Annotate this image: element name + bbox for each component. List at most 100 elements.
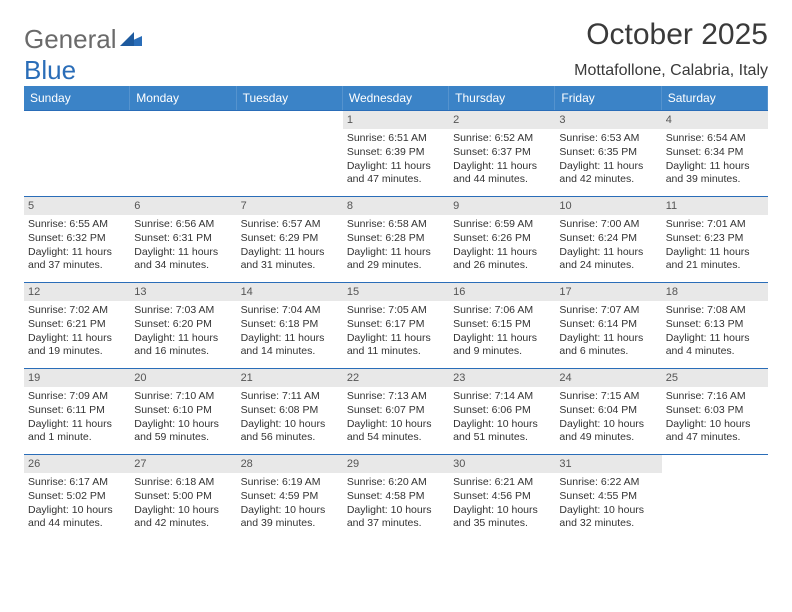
sunrise-text: Sunrise: 6:56 AM xyxy=(134,218,232,232)
cell-body: Sunrise: 6:59 AMSunset: 6:26 PMDaylight:… xyxy=(449,215,555,277)
sunset-text: Sunset: 6:13 PM xyxy=(666,318,764,332)
day-header-saturday: Saturday xyxy=(662,86,768,110)
daylight-text: Daylight: 11 hours and 37 minutes. xyxy=(28,246,126,273)
calendar-cell-18: 18Sunrise: 7:08 AMSunset: 6:13 PMDayligh… xyxy=(662,282,768,368)
daylight-text: Daylight: 11 hours and 47 minutes. xyxy=(347,160,445,187)
cell-body: Sunrise: 7:13 AMSunset: 6:07 PMDaylight:… xyxy=(343,387,449,449)
calendar-cell-empty xyxy=(662,454,768,540)
sunrise-text: Sunrise: 6:58 AM xyxy=(347,218,445,232)
day-number: 25 xyxy=(662,369,768,387)
cell-body: Sunrise: 7:15 AMSunset: 6:04 PMDaylight:… xyxy=(555,387,661,449)
cell-body xyxy=(24,129,130,136)
cell-body: Sunrise: 7:02 AMSunset: 6:21 PMDaylight:… xyxy=(24,301,130,363)
day-header-wednesday: Wednesday xyxy=(343,86,449,110)
calendar-cell-15: 15Sunrise: 7:05 AMSunset: 6:17 PMDayligh… xyxy=(343,282,449,368)
sunrise-text: Sunrise: 7:09 AM xyxy=(28,390,126,404)
sunrise-text: Sunrise: 7:08 AM xyxy=(666,304,764,318)
cell-body xyxy=(662,473,768,480)
sunset-text: Sunset: 6:04 PM xyxy=(559,404,657,418)
day-number: 4 xyxy=(662,111,768,129)
daylight-text: Daylight: 10 hours and 59 minutes. xyxy=(134,418,232,445)
day-number: 7 xyxy=(237,197,343,215)
sunset-text: Sunset: 6:28 PM xyxy=(347,232,445,246)
sunset-text: Sunset: 6:08 PM xyxy=(241,404,339,418)
day-header-thursday: Thursday xyxy=(449,86,555,110)
sunrise-text: Sunrise: 6:53 AM xyxy=(559,132,657,146)
calendar-cell-11: 11Sunrise: 7:01 AMSunset: 6:23 PMDayligh… xyxy=(662,196,768,282)
sunset-text: Sunset: 6:39 PM xyxy=(347,146,445,160)
sunrise-text: Sunrise: 7:15 AM xyxy=(559,390,657,404)
daylight-text: Daylight: 11 hours and 44 minutes. xyxy=(453,160,551,187)
sunrise-text: Sunrise: 7:03 AM xyxy=(134,304,232,318)
calendar-cell-empty xyxy=(130,110,236,196)
daylight-text: Daylight: 11 hours and 14 minutes. xyxy=(241,332,339,359)
sunrise-text: Sunrise: 7:16 AM xyxy=(666,390,764,404)
daylight-text: Daylight: 11 hours and 1 minute. xyxy=(28,418,126,445)
sunset-text: Sunset: 4:59 PM xyxy=(241,490,339,504)
sunrise-text: Sunrise: 7:11 AM xyxy=(241,390,339,404)
day-number: 9 xyxy=(449,197,555,215)
logo-text-a: General xyxy=(24,24,117,55)
daylight-text: Daylight: 10 hours and 32 minutes. xyxy=(559,504,657,531)
sunset-text: Sunset: 4:55 PM xyxy=(559,490,657,504)
sunset-text: Sunset: 5:00 PM xyxy=(134,490,232,504)
sunrise-text: Sunrise: 7:13 AM xyxy=(347,390,445,404)
calendar-cell-8: 8Sunrise: 6:58 AMSunset: 6:28 PMDaylight… xyxy=(343,196,449,282)
calendar-cell-24: 24Sunrise: 7:15 AMSunset: 6:04 PMDayligh… xyxy=(555,368,661,454)
day-number: 17 xyxy=(555,283,661,301)
daylight-text: Daylight: 11 hours and 11 minutes. xyxy=(347,332,445,359)
calendar-cell-10: 10Sunrise: 7:00 AMSunset: 6:24 PMDayligh… xyxy=(555,196,661,282)
cell-body xyxy=(130,129,236,136)
day-number: 5 xyxy=(24,197,130,215)
sunset-text: Sunset: 6:17 PM xyxy=(347,318,445,332)
logo-text-b: Blue xyxy=(24,55,76,86)
daylight-text: Daylight: 11 hours and 26 minutes. xyxy=(453,246,551,273)
daylight-text: Daylight: 10 hours and 35 minutes. xyxy=(453,504,551,531)
cell-body: Sunrise: 6:19 AMSunset: 4:59 PMDaylight:… xyxy=(237,473,343,535)
day-number: 29 xyxy=(343,455,449,473)
day-number: 31 xyxy=(555,455,661,473)
logo-icon xyxy=(120,24,142,55)
sunset-text: Sunset: 6:14 PM xyxy=(559,318,657,332)
cell-body: Sunrise: 6:17 AMSunset: 5:02 PMDaylight:… xyxy=(24,473,130,535)
cell-body: Sunrise: 7:00 AMSunset: 6:24 PMDaylight:… xyxy=(555,215,661,277)
daylight-text: Daylight: 10 hours and 56 minutes. xyxy=(241,418,339,445)
sunset-text: Sunset: 6:31 PM xyxy=(134,232,232,246)
day-number: 27 xyxy=(130,455,236,473)
calendar-cell-2: 2Sunrise: 6:52 AMSunset: 6:37 PMDaylight… xyxy=(449,110,555,196)
day-number: 11 xyxy=(662,197,768,215)
day-number: 1 xyxy=(343,111,449,129)
sunset-text: Sunset: 6:07 PM xyxy=(347,404,445,418)
calendar-grid: SundayMondayTuesdayWednesdayThursdayFrid… xyxy=(24,86,768,540)
calendar-cell-5: 5Sunrise: 6:55 AMSunset: 6:32 PMDaylight… xyxy=(24,196,130,282)
sunrise-text: Sunrise: 6:54 AM xyxy=(666,132,764,146)
calendar-cell-empty xyxy=(24,110,130,196)
sunset-text: Sunset: 6:11 PM xyxy=(28,404,126,418)
day-number: 28 xyxy=(237,455,343,473)
calendar-cell-30: 30Sunrise: 6:21 AMSunset: 4:56 PMDayligh… xyxy=(449,454,555,540)
sunset-text: Sunset: 6:18 PM xyxy=(241,318,339,332)
day-number: 24 xyxy=(555,369,661,387)
cell-body: Sunrise: 6:53 AMSunset: 6:35 PMDaylight:… xyxy=(555,129,661,191)
day-number: 26 xyxy=(24,455,130,473)
day-number: 2 xyxy=(449,111,555,129)
daylight-text: Daylight: 10 hours and 44 minutes. xyxy=(28,504,126,531)
day-number: 12 xyxy=(24,283,130,301)
calendar-cell-12: 12Sunrise: 7:02 AMSunset: 6:21 PMDayligh… xyxy=(24,282,130,368)
daylight-text: Daylight: 11 hours and 42 minutes. xyxy=(559,160,657,187)
sunrise-text: Sunrise: 7:01 AM xyxy=(666,218,764,232)
calendar-cell-16: 16Sunrise: 7:06 AMSunset: 6:15 PMDayligh… xyxy=(449,282,555,368)
day-number: 3 xyxy=(555,111,661,129)
calendar-cell-17: 17Sunrise: 7:07 AMSunset: 6:14 PMDayligh… xyxy=(555,282,661,368)
daylight-text: Daylight: 10 hours and 54 minutes. xyxy=(347,418,445,445)
cell-body: Sunrise: 7:10 AMSunset: 6:10 PMDaylight:… xyxy=(130,387,236,449)
sunrise-text: Sunrise: 7:04 AM xyxy=(241,304,339,318)
calendar-page: General October 2025 Blue Mottafollone, … xyxy=(0,0,792,558)
day-number: 21 xyxy=(237,369,343,387)
cell-body: Sunrise: 7:05 AMSunset: 6:17 PMDaylight:… xyxy=(343,301,449,363)
calendar-cell-3: 3Sunrise: 6:53 AMSunset: 6:35 PMDaylight… xyxy=(555,110,661,196)
calendar-cell-23: 23Sunrise: 7:14 AMSunset: 6:06 PMDayligh… xyxy=(449,368,555,454)
cell-body: Sunrise: 7:11 AMSunset: 6:08 PMDaylight:… xyxy=(237,387,343,449)
day-number: 19 xyxy=(24,369,130,387)
daylight-text: Daylight: 11 hours and 19 minutes. xyxy=(28,332,126,359)
